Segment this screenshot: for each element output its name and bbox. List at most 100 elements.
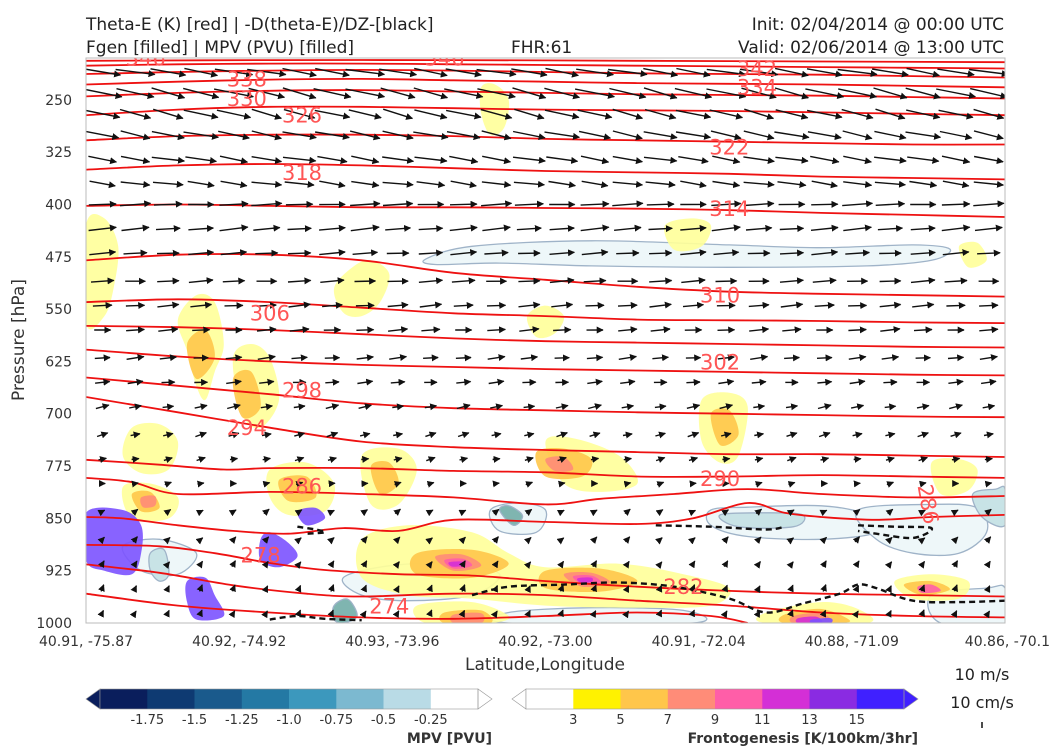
wind-arrow xyxy=(392,585,400,594)
wind-arrow xyxy=(843,181,873,189)
wind-arrow xyxy=(523,536,532,545)
wind-arrow xyxy=(812,277,837,285)
wind-arrow xyxy=(983,560,991,569)
wind-arrow xyxy=(587,378,603,386)
wind-arrow xyxy=(655,456,666,463)
wind-arrow xyxy=(877,225,904,233)
wind-arrow xyxy=(938,109,974,120)
wind-arrow xyxy=(131,455,140,463)
wind-arrow xyxy=(227,403,241,411)
wind-arrow xyxy=(754,456,764,463)
y-tick-label: 325 xyxy=(45,145,72,161)
wind-arrow xyxy=(811,200,839,208)
wind-arrow xyxy=(90,277,115,285)
wind-arrow xyxy=(712,155,741,165)
wind-arrow xyxy=(875,200,906,208)
wind-arrow xyxy=(811,180,838,189)
theta-e-contour xyxy=(86,502,1005,535)
mpv-colorbar-swatch xyxy=(241,689,290,709)
wind-arrow xyxy=(261,585,269,594)
wind-arrow xyxy=(719,403,734,411)
wind-arrow xyxy=(291,354,308,362)
mpv-colorbar-extend-min xyxy=(85,688,101,710)
wind-arrow xyxy=(282,131,317,141)
wind-arrow xyxy=(345,88,386,99)
wind-arrow xyxy=(195,509,204,517)
wind-arrow xyxy=(580,224,610,232)
fgen-colorbar-swatch xyxy=(620,689,669,709)
wind-arrow xyxy=(948,378,964,386)
wind-arrow xyxy=(196,560,204,569)
wind-arrow xyxy=(86,130,120,141)
wind-arrow xyxy=(153,200,183,208)
wind-arrow xyxy=(262,480,271,488)
wind-arrow xyxy=(453,301,474,309)
wind-arrow xyxy=(655,609,663,618)
fgen-colorbar-swatch xyxy=(856,689,905,709)
wind-arrow xyxy=(546,156,579,164)
wind-arrow xyxy=(126,326,145,334)
mpv-colorbar-swatch xyxy=(147,689,196,709)
wind-arrow xyxy=(456,403,471,411)
wind-arrow xyxy=(283,108,316,120)
wind-arrow xyxy=(680,180,707,189)
wind-arrow xyxy=(580,155,610,165)
wind-arrow xyxy=(589,431,601,439)
wind-arrow xyxy=(838,88,878,100)
wind-arrow xyxy=(687,431,700,439)
fgen-colorbar-tick-label: 7 xyxy=(664,713,672,728)
wind-arrow xyxy=(385,224,412,232)
wind-arrow xyxy=(491,560,499,569)
theta-e-contour xyxy=(86,62,1005,70)
frontogenesis-region xyxy=(664,218,712,252)
wind-arrow xyxy=(224,302,244,310)
wind-arrow xyxy=(557,560,565,569)
stability-contour xyxy=(297,525,327,535)
wind-arrow xyxy=(294,537,302,545)
wind-arrow xyxy=(979,354,998,362)
wind-arrow xyxy=(720,431,732,439)
wind-arrow xyxy=(228,509,237,517)
wind-arrow xyxy=(294,609,302,618)
wind-vectors xyxy=(86,67,1005,619)
wind-arrow xyxy=(643,131,678,140)
wind-arrow xyxy=(711,200,742,208)
wind-arrow xyxy=(907,156,940,164)
wind-arrow xyxy=(162,561,171,570)
wind-arrow xyxy=(845,249,870,257)
wind-arrow xyxy=(359,610,367,619)
wind-arrow xyxy=(814,301,835,309)
wind-arrow xyxy=(116,88,155,100)
wind-arrow xyxy=(450,249,478,257)
theta-e-contour-label: 326 xyxy=(282,104,322,128)
title-line-1: Theta-E (K) [red] | -D(theta-E)/DZ-[blac… xyxy=(86,15,434,35)
fgen-colorbar-swatch xyxy=(526,689,574,709)
wind-arrow xyxy=(319,224,346,232)
wind-arrow xyxy=(885,508,894,517)
fgen-colorbar-swatch xyxy=(667,689,716,709)
wind-arrow xyxy=(750,354,769,362)
wind-arrow xyxy=(418,249,444,257)
forecast-hour: FHR:61 xyxy=(511,38,573,58)
wind-arrow xyxy=(492,480,500,488)
wind-arrow xyxy=(130,431,141,439)
wind-arrow xyxy=(689,480,697,488)
wind-arrow xyxy=(126,354,145,362)
wind-arrow xyxy=(514,108,545,120)
wind-arrow xyxy=(518,301,541,309)
wind-arrow xyxy=(523,561,532,569)
wind-arrow xyxy=(314,109,351,120)
wind-arrow xyxy=(392,403,404,411)
wind-arrow xyxy=(973,108,1005,120)
fgen-colorbar-tick-label: 15 xyxy=(849,713,866,728)
wind-arrow xyxy=(152,180,184,188)
wind-arrow xyxy=(219,200,249,208)
wind-arrow xyxy=(581,180,609,189)
wind-arrow xyxy=(285,200,314,208)
wind-arrow xyxy=(524,431,535,439)
wind-arrow xyxy=(183,87,220,100)
wind-arrow xyxy=(743,130,775,141)
wind-arrow xyxy=(688,609,695,618)
theta-e-contour-label: 330 xyxy=(227,87,267,111)
wind-arrow xyxy=(487,354,506,362)
